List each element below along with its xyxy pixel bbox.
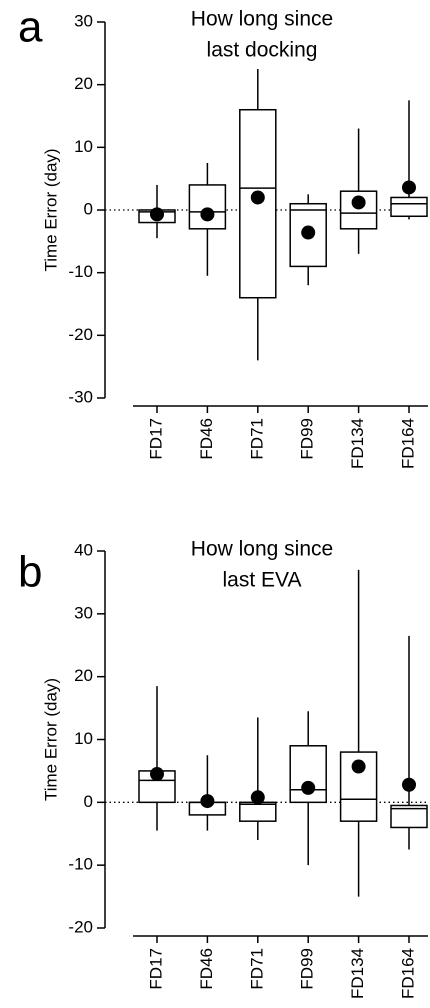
- mean-dot: [351, 195, 366, 210]
- y-tick-label: 30: [74, 11, 93, 30]
- chart-title: How long since: [191, 8, 333, 31]
- mean-dot: [250, 790, 265, 805]
- mean-dot: [301, 225, 316, 240]
- x-tick-label: FD71: [247, 418, 266, 460]
- box: [138, 770, 176, 804]
- y-tick-label: 0: [84, 199, 93, 218]
- mean-dot: [351, 759, 366, 774]
- x-tick-label: FD17: [146, 418, 165, 460]
- mean-dot: [301, 780, 316, 795]
- y-tick-label: -10: [68, 262, 93, 281]
- x-tick-label: FD99: [298, 948, 317, 990]
- y-tick-label: 10: [74, 729, 93, 748]
- mean-dot: [402, 180, 416, 195]
- y-tick-label: -10: [68, 855, 93, 874]
- chart-title: How long since: [191, 538, 333, 561]
- box: [390, 196, 428, 218]
- mean-dot: [250, 190, 265, 205]
- x-tick-label: FD134: [348, 948, 367, 999]
- y-tick-label: -20: [68, 325, 93, 344]
- chart-title: last EVA: [223, 569, 302, 592]
- box: [390, 804, 428, 829]
- x-tick-label: FD17: [146, 948, 165, 990]
- box: [339, 190, 378, 230]
- x-tick-label: FD164: [398, 418, 417, 469]
- mean-dot: [200, 207, 215, 222]
- x-tick-label: FD46: [197, 418, 216, 460]
- x-tick-label: FD134: [348, 418, 367, 469]
- x-tick-label: FD99: [298, 418, 317, 460]
- panel-label: a: [18, 3, 43, 52]
- y-tick-label: -30: [68, 387, 93, 406]
- y-tick-label: 30: [74, 603, 93, 622]
- y-tick-label: 10: [74, 137, 93, 156]
- x-tick-label: FD71: [247, 948, 266, 990]
- mean-dot: [200, 794, 215, 809]
- mean-dot: [150, 207, 164, 222]
- mean-dot: [402, 777, 416, 792]
- box: [239, 801, 277, 822]
- mean-dot: [150, 767, 164, 782]
- y-axis-label: Time Error (day): [41, 678, 60, 801]
- x-tick-label: FD164: [398, 948, 417, 999]
- y-axis-label: Time Error (day): [41, 148, 60, 271]
- chart-title: last docking: [207, 39, 318, 62]
- panel-label: b: [18, 548, 42, 597]
- y-tick-label: 0: [84, 792, 93, 811]
- y-tick-label: 40: [74, 540, 93, 559]
- y-tick-label: 20: [74, 74, 93, 93]
- y-tick-label: 20: [74, 666, 93, 685]
- y-tick-label: -20: [68, 917, 93, 936]
- box: [188, 184, 227, 230]
- x-tick-label: FD46: [197, 948, 216, 990]
